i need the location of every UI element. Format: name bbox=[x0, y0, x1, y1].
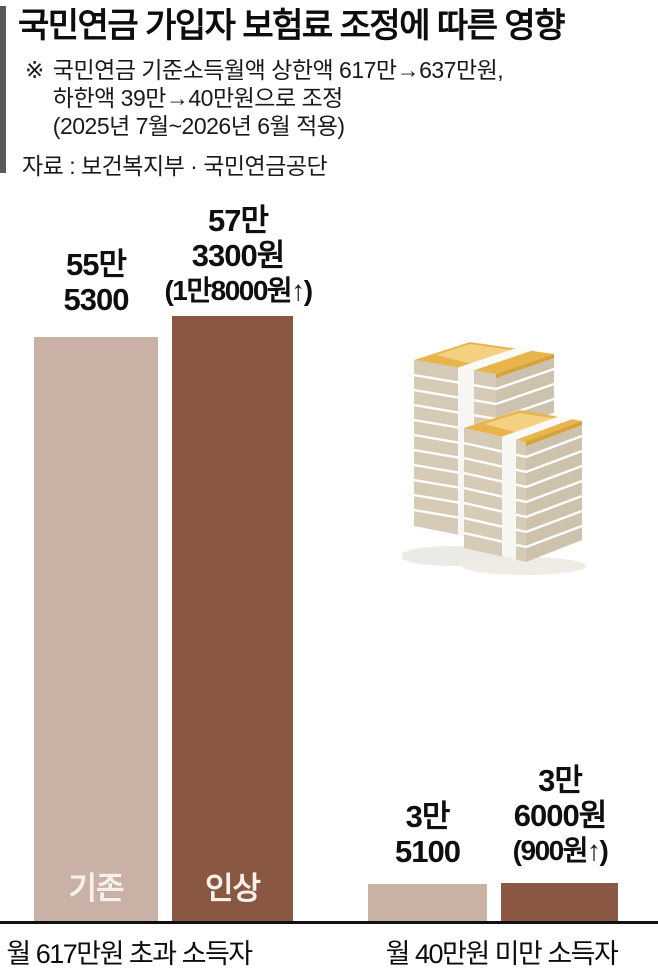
value-line: 3만 bbox=[538, 763, 583, 798]
page-title: 국민연금 가입자 보험료 조정에 따른 영향 bbox=[18, 7, 566, 45]
value-line: 55만 bbox=[65, 247, 127, 282]
change-label-high-income: (1만8000원↑) bbox=[164, 275, 313, 306]
bar-new-low-income bbox=[501, 883, 618, 921]
bar-new-high-income: 인상 bbox=[172, 316, 293, 921]
value-label-old-high-income: 55만 5300 bbox=[28, 247, 164, 317]
value-label-new-low-income: 3만 6000원 (900원↑) bbox=[478, 763, 642, 868]
bar-old-low-income bbox=[368, 884, 487, 921]
change-label-low-income: (900원↑) bbox=[512, 835, 609, 866]
axis-baseline bbox=[0, 921, 658, 924]
bar-series-label-new: 인상 bbox=[204, 871, 261, 906]
note-line: 하한액 39만→40만원으로 조정 bbox=[52, 85, 344, 111]
bar-series-label-old: 기존 bbox=[68, 871, 124, 906]
value-label-old-low-income: 3만 5100 bbox=[362, 799, 493, 869]
value-label-new-high-income: 57만 3300원 (1만8000원↑) bbox=[138, 203, 338, 308]
category-label-low-income: 월 40만원 미만 소득자 bbox=[385, 939, 619, 969]
value-line: 5100 bbox=[395, 834, 461, 869]
note-lines: 국민연금 기준소득월액 상한액 617만→637만원, 하한액 39만→40만원… bbox=[52, 56, 504, 140]
value-line: 6000원 bbox=[513, 798, 607, 833]
value-line: 5300 bbox=[63, 282, 130, 317]
source-label: 자료 : 보건복지부 · 국민연금공단 bbox=[22, 153, 328, 179]
value-line: 57만 bbox=[207, 203, 269, 238]
left-accent-bar bbox=[0, 6, 6, 173]
value-line: 3300원 bbox=[191, 238, 285, 273]
reference-mark-icon: ※ bbox=[25, 57, 44, 83]
money-stacks-illustration bbox=[402, 342, 586, 575]
category-label-high-income: 월 617만원 초과 소득자 bbox=[6, 939, 253, 969]
value-line: 3만 bbox=[405, 799, 451, 834]
header-note: ※ 국민연금 기준소득월액 상한액 617만→637만원, 하한액 39만→40… bbox=[25, 56, 504, 140]
bar-old-high-income: 기존 bbox=[34, 337, 158, 921]
note-line: 국민연금 기준소득월액 상한액 617만→637만원, bbox=[52, 57, 504, 83]
note-line: (2025년 7월~2026년 6월 적용) bbox=[52, 113, 345, 139]
